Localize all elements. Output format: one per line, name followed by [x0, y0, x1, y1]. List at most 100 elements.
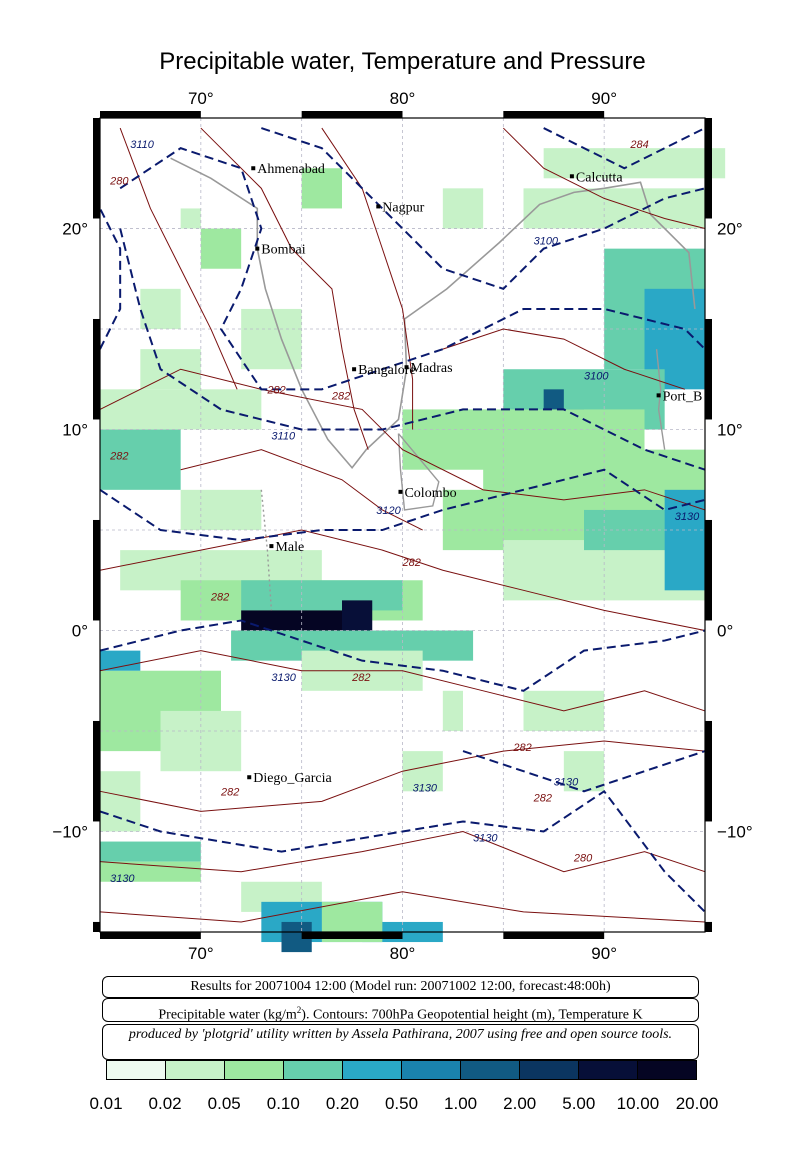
color-scale-labels: 0.01 0.02 0.05 0.10 0.20 0.50 1.00 2.00 5.00 10.0… [0, 1094, 805, 1118]
water-cell [140, 288, 181, 330]
frame-segment-left [93, 118, 100, 219]
map-canvas: 70° 70° 80° 80° 90° 90° 20° 20° 10° 10° 0° 0° −10° −1… [52, 89, 753, 963]
frame-segment-right [705, 519, 712, 621]
y-tick-label-right: −10° [717, 823, 753, 842]
frame-segment-top [100, 111, 201, 118]
sri-lanka-coastline [397, 433, 440, 511]
temperature-contour-line [502, 127, 706, 230]
frame-segment-bottom [301, 932, 403, 939]
map-title: Precipitable water, Temperature and Pres… [159, 48, 646, 75]
y-tick-label-left: 10° [62, 421, 88, 440]
temperature-contour-label: 282 [402, 557, 421, 569]
x-tick-label-top: 80° [390, 89, 416, 108]
city-dot [352, 367, 357, 372]
temperature-contour-line [180, 449, 423, 531]
frame-segment-right [705, 118, 712, 219]
color-scale-swatch [225, 1061, 284, 1079]
city-dot [398, 489, 403, 494]
map-frame [93, 111, 712, 939]
x-tick-label-bottom: 90° [591, 944, 617, 963]
frame-segment-right [705, 318, 712, 420]
temperature-contour-line [99, 650, 706, 712]
frame-segment-left [93, 318, 100, 420]
water-cell [664, 489, 705, 591]
color-scale-label: 1.00 [444, 1094, 478, 1113]
city-label: Nagpur [382, 200, 424, 215]
height-contour-label: 3100 [534, 236, 559, 248]
andaman-islands [655, 349, 666, 450]
temperature-contour-line [99, 830, 706, 873]
x-tick-label-top: 70° [188, 89, 214, 108]
color-scale-label: 20.00 [675, 1094, 719, 1113]
city-label: Port_B [663, 389, 703, 404]
water-cell [180, 208, 201, 229]
city-label: Bangalore [358, 363, 416, 378]
x-tick-label-bottom: 70° [188, 944, 214, 963]
temperature-contour-line [119, 127, 238, 390]
color-scale-label: 10.00 [616, 1094, 660, 1113]
city-dot [251, 166, 256, 171]
temperature-contour-label: 282 [331, 390, 350, 402]
city-dot [376, 204, 381, 209]
color-scale-swatch [520, 1061, 579, 1079]
city-label: Calcutta [576, 170, 623, 185]
temperature-contour-label: 282 [210, 591, 229, 603]
height-contour-line [543, 127, 706, 170]
description-prefix: Precipitable water (kg/m [158, 1007, 297, 1023]
description-suffix: ). Contours: 700hPa Geopotential height … [301, 1007, 643, 1023]
water-cell [100, 771, 141, 832]
water-cell [100, 841, 201, 862]
frame-segment-bottom [503, 932, 605, 939]
x-tick-label-bottom: 80° [390, 944, 416, 963]
color-scale-label: 0.01 [89, 1094, 123, 1113]
temperature-contour-line [99, 529, 706, 632]
height-contour-line [261, 127, 706, 290]
frame-segment-top [503, 111, 605, 118]
temperature-contour-line [99, 368, 706, 511]
city-label: Ahmenabad [257, 162, 325, 177]
frame-segment-right [705, 921, 712, 932]
city-label: Bombai [261, 243, 305, 258]
water-cell [442, 690, 463, 732]
height-contour-label: 3130 [271, 672, 296, 684]
contour-labels: 284 280 282 282 282 282 282 282 282 282 282 280 3110… [109, 139, 700, 885]
water-cell [140, 349, 201, 390]
city-dot [269, 544, 274, 549]
color-scale-label: 0.10 [266, 1094, 300, 1113]
city-label: Diego_Garcia [253, 771, 332, 786]
color-scale-swatch [166, 1061, 225, 1079]
results-info: Results for 20071004 12:00 (Model run: 2… [102, 976, 699, 998]
temperature-contour-line [442, 328, 685, 390]
height-contour-label: 3120 [376, 505, 401, 517]
color-scale-swatch [107, 1061, 166, 1079]
maldives-islands [260, 489, 273, 611]
frame-segment-right [705, 720, 712, 822]
height-contour-label: 3130 [110, 873, 135, 885]
color-scale-label: 0.02 [148, 1094, 182, 1113]
color-scale-label: 0.50 [384, 1094, 419, 1113]
city-dot [247, 775, 252, 780]
city-dot [656, 393, 661, 398]
temperature-contour-label: 282 [109, 451, 128, 463]
city-label: Male [275, 540, 304, 555]
height-contour-line [462, 750, 706, 793]
height-contour-label: 3130 [675, 511, 700, 523]
graticule-gridlines [100, 118, 705, 932]
color-scale-label: 5.00 [562, 1094, 596, 1113]
city-label: Madras [411, 361, 453, 376]
color-scale-swatch [579, 1061, 638, 1079]
height-contour-label: 3110 [271, 431, 296, 443]
y-tick-label-right: 10° [717, 421, 743, 440]
temperature-contour-label: 280 [109, 175, 129, 187]
height-contour-line [119, 147, 706, 391]
frame-segment-left [93, 921, 100, 932]
frame-segment-left [93, 519, 100, 621]
water-cell [180, 489, 262, 531]
india-coastline [170, 157, 696, 469]
height-contour-label: 3130 [413, 782, 438, 794]
water-cell [523, 188, 705, 229]
temperature-contour-label: 282 [533, 792, 552, 804]
temperature-contour-line [99, 740, 706, 812]
water-cell [100, 429, 181, 490]
y-tick-label-right: 20° [717, 220, 743, 239]
